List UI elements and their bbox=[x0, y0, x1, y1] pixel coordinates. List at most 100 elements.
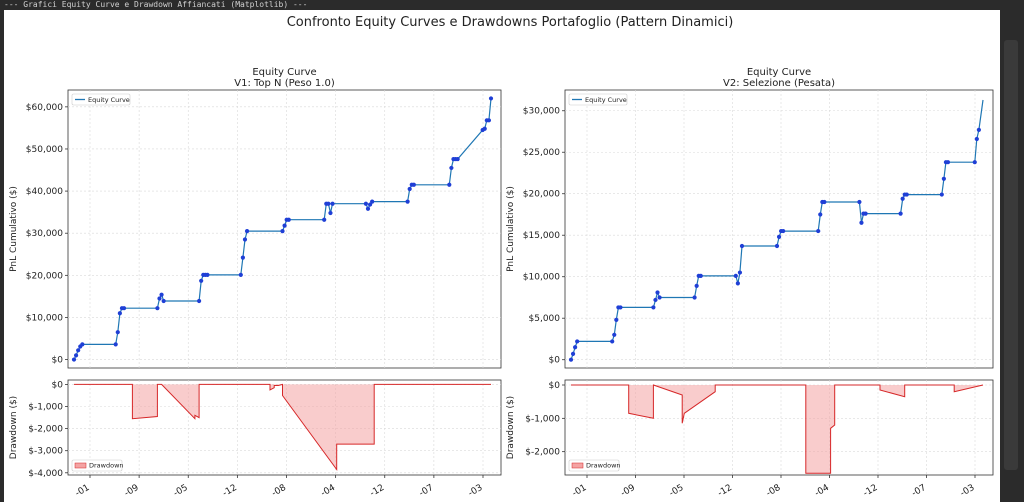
data-point bbox=[282, 223, 287, 228]
data-point bbox=[447, 182, 452, 187]
y-tick-label: $20,000 bbox=[523, 190, 560, 200]
data-point bbox=[488, 96, 494, 101]
legend: Equity Curve bbox=[71, 93, 131, 106]
x-tick-label: -04 bbox=[319, 483, 337, 499]
data-point bbox=[80, 342, 85, 347]
data-point bbox=[972, 160, 977, 165]
legend-swatch bbox=[74, 462, 87, 469]
data-point bbox=[449, 165, 454, 171]
y-tick-label: $0 bbox=[549, 356, 561, 366]
y-tick-label: $60,000 bbox=[26, 103, 63, 113]
drawdown-line bbox=[74, 383, 491, 472]
data-point bbox=[575, 339, 580, 344]
legend: Drawdown bbox=[71, 459, 124, 472]
y-tick-label: $-3,000 bbox=[28, 447, 63, 457]
legend-label: Equity Curve bbox=[585, 96, 627, 104]
y-tick-label: $20,000 bbox=[26, 271, 63, 281]
window-title: --- Grafici Equity Curve e Drawdown Affi… bbox=[4, 0, 308, 9]
data-point bbox=[238, 272, 243, 278]
y-tick-label: $-1,000 bbox=[525, 414, 560, 424]
data-point bbox=[781, 228, 786, 234]
x-tick-label: -12 bbox=[369, 483, 387, 499]
data-point bbox=[365, 206, 371, 211]
data-point bbox=[286, 217, 291, 222]
legend-label: Drawdown bbox=[89, 462, 124, 470]
x-tick-label: -12 bbox=[862, 483, 880, 499]
data-point bbox=[363, 201, 368, 206]
legend-label: Drawdown bbox=[586, 462, 621, 470]
x-tick-label: -03 bbox=[959, 483, 977, 499]
x-tick-label: -04 bbox=[813, 483, 831, 499]
data-point bbox=[568, 357, 574, 362]
figure-canvas: Confronto Equity Curves e Drawdowns Port… bbox=[4, 10, 1000, 502]
x-tick-label: -07 bbox=[418, 483, 436, 499]
data-point bbox=[115, 330, 120, 335]
data-point bbox=[240, 255, 245, 260]
chart-panel-2: $0 $-1,000 $-2,000 $-3,000 $-4,000 Drawdown (… bbox=[9, 379, 502, 499]
data-point bbox=[612, 332, 617, 337]
scrollbar[interactable] bbox=[1004, 40, 1018, 470]
figure-svg: Confronto Equity Curves e Drawdowns Port… bbox=[9, 15, 994, 499]
data-point bbox=[974, 136, 979, 142]
data-point bbox=[618, 305, 623, 310]
data-point bbox=[71, 357, 77, 362]
legend: Equity Curve bbox=[568, 93, 628, 106]
data-point bbox=[322, 217, 327, 222]
data-point bbox=[326, 201, 331, 206]
data-point bbox=[941, 176, 946, 181]
data-point bbox=[205, 272, 210, 278]
legend-box bbox=[71, 93, 131, 106]
data-point bbox=[900, 196, 905, 201]
data-point bbox=[570, 351, 576, 356]
data-point bbox=[199, 278, 204, 283]
data-point bbox=[411, 182, 416, 187]
chart-subtitle: V2: Selezione (Pesata) bbox=[723, 78, 835, 89]
data-point bbox=[330, 201, 335, 206]
chart-panel-4: $0 $-1,000 $-2,000 Drawdown ($) -01 -09 -05 -12… bbox=[506, 379, 994, 499]
chart-title: Equity Curve bbox=[252, 67, 316, 78]
y-tick-label: $30,000 bbox=[26, 229, 63, 239]
data-point bbox=[939, 192, 944, 197]
x-tick-label: -12 bbox=[221, 483, 239, 499]
data-point bbox=[73, 353, 79, 358]
data-point bbox=[157, 296, 162, 301]
y-tick-label: $-2,000 bbox=[525, 448, 560, 458]
y-tick-label: $10,000 bbox=[523, 273, 560, 283]
y-tick-label: $-2,000 bbox=[28, 425, 63, 435]
data-point bbox=[367, 202, 373, 207]
data-point bbox=[159, 292, 164, 297]
figure-suptitle: Confronto Equity Curves e Drawdowns Port… bbox=[287, 15, 734, 30]
data-point bbox=[653, 297, 658, 303]
chart-panel-3: $0 $5,000 $10,000 $15,000 $20,000 $25,000 $30,… bbox=[506, 67, 994, 369]
data-point bbox=[614, 317, 619, 322]
y-axis-label: Drawdown ($) bbox=[506, 396, 516, 459]
window-titlebar: --- Grafici Equity Curve e Drawdown Affi… bbox=[0, 0, 1024, 10]
data-point bbox=[121, 306, 127, 311]
data-point bbox=[405, 199, 410, 204]
x-tick-label: -08 bbox=[270, 483, 288, 499]
data-point bbox=[857, 199, 862, 205]
data-point bbox=[694, 283, 699, 288]
data-point bbox=[76, 348, 81, 353]
y-tick-label: $10,000 bbox=[26, 313, 63, 323]
legend-box bbox=[568, 93, 628, 106]
data-point bbox=[816, 228, 821, 234]
x-tick-label: -01 bbox=[74, 483, 92, 499]
data-point bbox=[280, 229, 285, 234]
data-point bbox=[370, 199, 375, 204]
y-axis-label: PnL Cumulativo ($) bbox=[506, 186, 516, 272]
data-point bbox=[197, 298, 202, 304]
data-point bbox=[482, 126, 487, 131]
x-tick-label: -09 bbox=[619, 483, 637, 499]
data-point bbox=[486, 118, 492, 123]
legend-label: Equity Curve bbox=[88, 96, 130, 104]
chart-subtitle: V1: Top N (Peso 1.0) bbox=[234, 78, 335, 89]
data-point bbox=[244, 229, 250, 234]
data-point bbox=[161, 298, 166, 304]
y-tick-label: $0 bbox=[549, 381, 561, 391]
y-tick-label: $-4,000 bbox=[28, 469, 63, 479]
data-point bbox=[407, 186, 412, 192]
data-point bbox=[818, 212, 823, 217]
data-point bbox=[698, 273, 703, 278]
data-point bbox=[945, 160, 951, 165]
